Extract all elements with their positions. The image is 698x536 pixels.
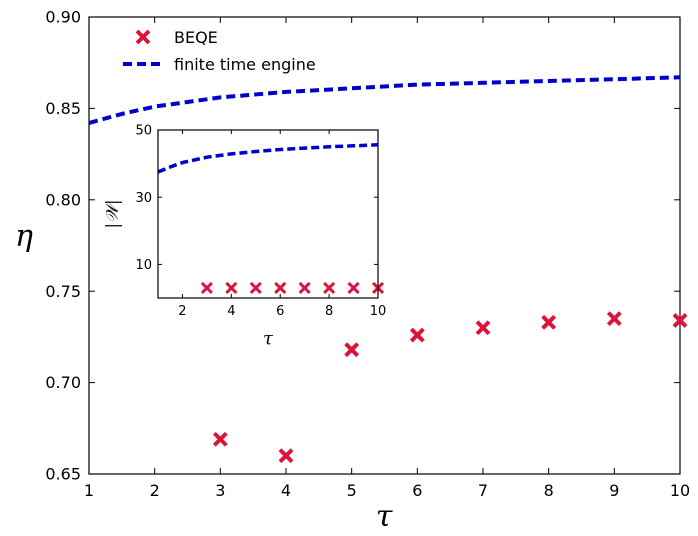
inset-plot-background (158, 130, 378, 298)
main-x-tick-label: 8 (544, 481, 554, 500)
main-y-tick-label: 0.65 (45, 465, 81, 484)
main-series-layer (88, 75, 688, 464)
inset-x-tick-label: 2 (178, 304, 186, 319)
main-y-tick-label: 0.80 (45, 190, 81, 209)
inset-axis-ticks: 2 4 6 8 10 10 30 50 (135, 124, 386, 319)
inset-x-tick-label: 6 (276, 304, 284, 319)
inset-y-axis-label: |𝒲| (103, 199, 123, 228)
main-data-point (672, 313, 688, 328)
main-y-tick-label: 0.70 (45, 373, 81, 392)
inset-x-tick-label: 8 (325, 304, 333, 319)
main-x-tick-label: 10 (670, 481, 690, 500)
main-data-point (541, 314, 557, 330)
legend-label-finite-time-engine: finite time engine (174, 55, 316, 74)
inset-y-tick-label: 30 (135, 191, 152, 206)
inset-series-layer (157, 143, 385, 294)
main-y-tick-label: 0.85 (45, 99, 81, 118)
inset-x-tick-label: 4 (227, 304, 235, 319)
main-y-axis-label: η (15, 219, 33, 254)
legend-label-beqe: BEQE (174, 28, 218, 47)
main-x-tick-label: 6 (412, 481, 422, 500)
inset-y-tick-label: 50 (135, 124, 152, 139)
main-y-tick-label: 0.90 (45, 8, 81, 27)
main-x-tick-label: 5 (347, 481, 357, 500)
main-x-tick-label: 7 (478, 481, 488, 500)
inset-data-point (249, 281, 262, 294)
main-data-point (606, 311, 622, 327)
main-axis-ticks: 1 2 3 4 5 6 7 8 9 10 0.65 0.70 0.75 0.80 0.85 0.90 (45, 8, 690, 500)
inset-data-point (225, 281, 238, 294)
main-x-axis-label: τ (376, 499, 393, 534)
inset-data-point (298, 281, 311, 294)
inset-data-point (347, 281, 360, 294)
inset-x-tick-label: 10 (370, 304, 387, 319)
main-x-tick-label: 3 (215, 481, 225, 500)
main-x-tick-label: 9 (609, 481, 619, 500)
main-data-point (409, 327, 425, 343)
inset-x-axis-label: τ (263, 328, 274, 349)
inset-y-tick-label: 10 (135, 258, 152, 273)
inset-series-line (157, 143, 379, 174)
main-data-point (278, 448, 294, 464)
legend-marker-beqe (135, 29, 151, 45)
main-y-tick-label: 0.75 (45, 282, 81, 301)
inset-plot-frame (157, 129, 379, 299)
inset-data-point (200, 281, 213, 294)
main-data-point (344, 342, 360, 358)
main-data-point (212, 431, 228, 447)
legend: BEQE finite time engine (123, 28, 316, 74)
main-plot-frame (88, 16, 681, 475)
main-data-point (475, 320, 491, 336)
main-x-tick-label: 2 (150, 481, 160, 500)
inset-data-point (274, 281, 287, 294)
main-x-tick-label: 1 (84, 481, 94, 500)
main-series-line (88, 75, 681, 125)
inset-data-point (323, 281, 336, 294)
main-x-tick-label: 4 (281, 481, 291, 500)
